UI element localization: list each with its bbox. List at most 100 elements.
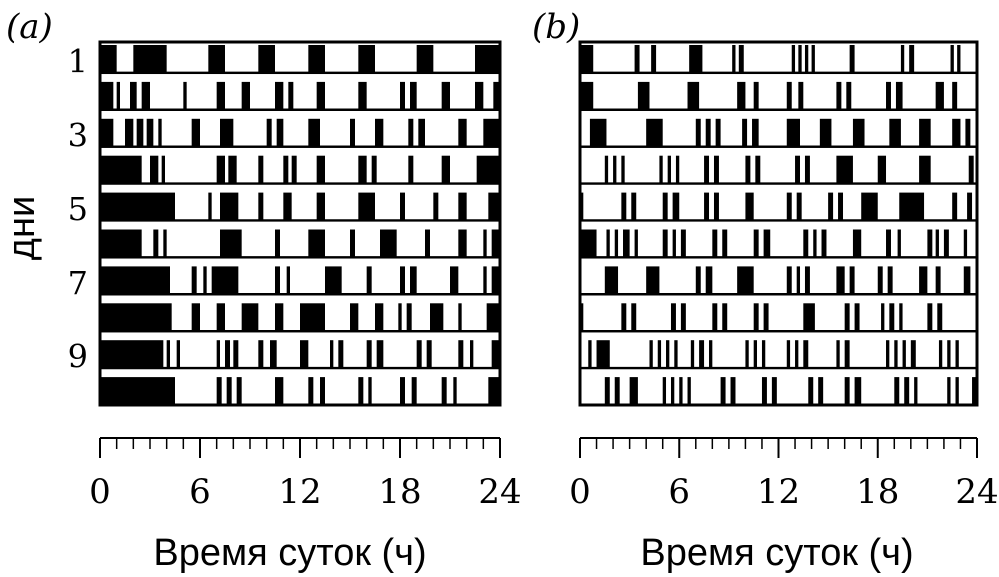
activity-bar-a-day3-4	[158, 118, 162, 147]
activity-bar-b-day10-7	[720, 377, 726, 405]
activity-bar-b-day7-1	[646, 266, 660, 295]
activity-bar-a-day4-13	[476, 155, 500, 184]
row-gap-b-8	[580, 332, 977, 338]
activity-bar-b-day5-5	[704, 192, 710, 221]
activity-bar-a-day2-13	[441, 81, 450, 110]
activity-bar-a-day8-9	[406, 303, 412, 332]
activity-bar-a-day8-6	[350, 303, 359, 332]
activity-bar-b-day9-2	[649, 340, 653, 369]
activity-bar-b-day8-8	[763, 303, 769, 332]
activity-bar-a-day3-12	[408, 118, 414, 147]
activity-bar-b-day1-4	[732, 45, 736, 73]
activity-bar-b-day7-12	[919, 266, 928, 295]
activity-bar-b-day3-2	[695, 118, 701, 147]
activity-bar-a-day4-12	[441, 155, 450, 184]
activity-bar-a-day7-0	[100, 266, 170, 295]
activity-bar-b-day4-10	[795, 155, 800, 184]
activity-bar-b-day2-11	[935, 81, 944, 110]
activity-bar-b-day9-13	[795, 340, 799, 369]
activity-bar-b-day5-9	[796, 192, 802, 221]
activity-bar-b-day9-19	[902, 340, 906, 369]
activity-bar-a-day3-1	[125, 118, 134, 147]
activity-bar-a-day7-12	[491, 266, 500, 295]
x-tick-label-b-18: 18	[856, 472, 899, 512]
row-gap-a-3	[100, 147, 500, 154]
activity-bar-b-day7-2	[695, 266, 701, 295]
activity-bar-b-day1-10	[849, 45, 855, 73]
activity-bar-a-day2-12	[410, 81, 417, 110]
activity-bar-b-day7-14	[963, 266, 971, 295]
row-gap-b-9	[580, 369, 977, 375]
activity-bar-a-day6-0	[100, 229, 142, 258]
activity-bar-b-day2-2	[687, 81, 700, 110]
activity-bar-a-day5-2	[220, 192, 239, 221]
panel-b-label: (b)	[532, 7, 580, 47]
activity-bar-a-day5-3	[258, 192, 264, 221]
activity-bar-b-day3-5	[742, 118, 748, 147]
activity-bar-b-day4-4	[667, 155, 671, 184]
activity-bar-a-day5-10	[488, 192, 500, 221]
activity-bar-a-day5-7	[400, 192, 405, 221]
panel-frame-b	[578, 40, 979, 407]
activity-bar-b-day4-14	[919, 155, 931, 184]
activity-bar-a-day5-1	[208, 192, 212, 221]
activity-bar-a-day5-9	[458, 192, 467, 221]
day-tick-label-5: 5	[68, 190, 88, 228]
day-tick-label-1: 1	[68, 42, 88, 80]
activity-bar-b-day4-2	[621, 155, 625, 184]
row-gap-a-2	[100, 111, 500, 117]
activity-bar-b-day1-1	[634, 45, 640, 73]
activity-bar-b-day5-11	[838, 192, 844, 221]
activity-bar-b-day6-18	[927, 229, 933, 258]
activity-bar-b-day1-0	[580, 45, 594, 73]
activity-bar-a-day8-11	[458, 303, 462, 332]
activity-bar-b-day2-1	[637, 81, 650, 110]
y-axis-label: дни	[1, 196, 43, 260]
day-tick-label-9: 9	[68, 338, 88, 376]
activity-bar-b-day5-13	[899, 192, 925, 221]
activity-bar-a-day9-6	[258, 340, 264, 369]
activity-bar-a-day10-6	[320, 377, 325, 405]
panel-frame-a	[98, 40, 502, 407]
activity-bar-b-day1-14	[957, 45, 961, 73]
activity-bar-b-day9-12	[786, 340, 791, 369]
activity-bar-b-day10-16	[904, 377, 910, 405]
activity-bar-a-day3-11	[375, 118, 384, 147]
activity-bar-b-day4-3	[659, 155, 663, 184]
activity-bar-b-day6-0	[580, 229, 597, 258]
activity-bar-a-day3-7	[266, 118, 272, 147]
activity-bar-b-day10-4	[670, 377, 675, 405]
activity-bar-a-day3-3	[146, 118, 154, 147]
activity-bar-b-day9-20	[910, 340, 916, 369]
activity-bar-a-day9-8	[300, 340, 309, 369]
activity-bar-b-day10-9	[761, 377, 767, 405]
activity-bar-b-day5-6	[713, 192, 719, 221]
activity-bar-a-day1-5	[358, 45, 375, 73]
activity-bar-b-day6-4	[634, 229, 638, 258]
x-tick-label-b-6: 6	[668, 472, 690, 512]
activity-bar-b-day2-8	[846, 81, 852, 110]
activity-bar-a-day6-5	[308, 229, 325, 258]
activity-bar-b-day8-3	[670, 303, 676, 332]
activity-bar-b-day5-8	[786, 192, 792, 221]
activity-bar-b-day6-2	[614, 229, 619, 258]
activity-bar-a-day4-2	[161, 155, 165, 184]
activity-bar-b-day8-15	[927, 303, 933, 332]
activity-bar-a-day6-10	[483, 229, 487, 258]
activity-bar-a-day1-6	[416, 45, 434, 73]
activity-bar-b-day6-7	[680, 229, 686, 258]
activity-bar-b-day6-17	[897, 229, 901, 258]
row-gap-a-5	[100, 221, 500, 228]
activity-bar-b-day2-10	[895, 81, 903, 110]
activity-bar-b-day1-3	[689, 45, 703, 73]
activity-bar-b-day3-13	[965, 118, 971, 147]
activity-bar-b-day4-11	[804, 155, 810, 184]
activity-bar-a-day8-1	[191, 303, 200, 332]
activity-bar-b-day1-6	[791, 45, 796, 73]
activity-bar-b-day3-4	[715, 118, 721, 147]
activity-bar-b-day6-9	[722, 229, 728, 258]
activity-bar-b-day7-0	[604, 266, 619, 295]
activity-bar-a-day9-16	[470, 340, 474, 369]
row-gap-a-1	[100, 74, 500, 80]
activity-bar-b-day4-6	[704, 155, 710, 184]
